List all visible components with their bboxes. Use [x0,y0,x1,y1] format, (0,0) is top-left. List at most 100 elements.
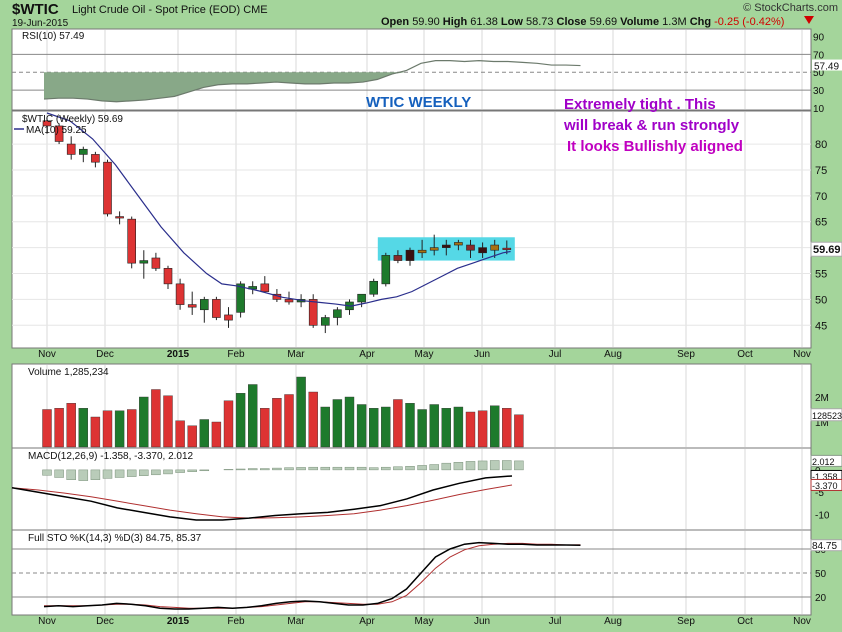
macd-histogram-bar [54,469,64,478]
x-axis-label: Nov [793,616,811,627]
rsi-tick-label: 50 [813,68,825,79]
ma10-line [46,112,511,307]
x-axis-label: Mar [287,349,305,360]
volume-bar [441,408,451,448]
macd-histogram-bar [163,469,173,475]
rsi-tick-label: 70 [813,50,825,61]
price-tick-label: 55 [815,269,827,281]
candle-body [54,125,64,142]
price-tick-label: 65 [815,217,827,229]
ma-legend: MA(10) 59.25 [26,125,87,136]
x-axis-label: 2015 [167,616,190,627]
macd-histogram-bar [284,467,294,471]
macd-histogram-bar [199,469,210,472]
x-axis-label: Mar [287,616,305,627]
candle-body [115,216,124,219]
volume-bar [381,406,391,448]
price-current-label: 59.69 [813,244,841,256]
volume-bar [187,425,197,448]
chart-date: 19-Jun-2015 [12,18,69,29]
x-axis-label: May [415,349,434,360]
macd-value-label: -3.370 [812,481,838,491]
candle-body [466,244,475,251]
volume-bar [477,410,488,448]
candle-body [224,314,233,321]
volume-bar [163,395,173,448]
volume-bar [369,408,379,448]
volume-bar [90,416,101,448]
ohlc-summary: Open 59.90 High 61.38 Low 58.73 Close 59… [381,16,784,28]
macd-histogram-bar [489,460,500,471]
volume-bar [102,410,113,448]
volume-bar [151,389,161,448]
candle-body [91,154,100,163]
volume-value: 1.3M [662,16,687,28]
down-arrow-icon [804,16,814,24]
macd-panel [11,447,812,531]
volume-bar [453,406,464,448]
x-axis-label: Feb [227,616,245,627]
exchange-label: CME [243,4,268,16]
volume-bar [332,399,343,448]
x-axis-label: May [415,616,434,627]
candle-body [393,255,403,261]
volume-bar [78,408,89,448]
volume-bar [247,384,258,448]
sto-k-line [43,541,581,610]
volume-bar [139,396,149,448]
x-axis-label: Apr [359,616,375,627]
volume-bar [235,393,246,448]
open-label: Open [381,16,410,28]
price-tick-label: 70 [815,191,827,203]
brand-logo[interactable]: © StockCharts.com [743,2,838,14]
rsi-line [43,60,581,103]
volume-bar [502,408,512,448]
open-value: 59.90 [412,16,440,28]
macd-tick-label: -10 [815,511,830,522]
candle-body [66,143,76,155]
annotation-line-3: It looks Bullishly aligned [567,138,743,155]
volume-bar [126,409,137,448]
annotation-weekly: WTIC WEEKLY [366,94,471,111]
x-axis-label: 2015 [167,349,190,360]
volume-tick-label: 2M [815,393,829,404]
macd-histogram-bar [78,469,89,481]
macd-value-label: 2.012 [812,457,835,467]
rsi-tick-label: 90 [813,32,825,43]
candle-body [163,268,173,285]
volume-bar [320,406,330,448]
candle-body [320,317,330,326]
candle-body [454,242,463,246]
volume-bar [272,398,282,448]
macd-histogram-bar [344,466,355,471]
close-value: 59.69 [589,16,618,28]
rsi-current-label: 57.49 [814,62,839,73]
candle-body [429,247,439,251]
volume-current-label: 1285234 [812,411,842,421]
volume-bar [66,403,76,448]
candle-body [478,247,487,254]
high-value: 61.38 [470,16,498,28]
candle-body [284,299,294,303]
sto-tick-label: 50 [815,569,827,580]
macd-histogram-bar [151,469,161,476]
high-label: High [442,16,468,28]
volume-bar [54,408,64,448]
macd-histogram-bar [477,460,488,471]
x-axis-label: Nov [793,349,811,360]
macd-histogram-bar [308,466,318,471]
volume-bar [356,404,367,448]
candle-body [490,244,500,251]
volume-bar [211,421,222,448]
macd-value-label: -1.358 [812,472,838,482]
chg-value: -0.25 (-0.42%) [714,16,785,28]
rsi-fill-area [44,72,581,102]
macd-histogram-bar [514,460,524,471]
x-axis-label: Sep [677,349,695,360]
volume-bar [429,404,439,448]
macd-histogram-bar [368,467,379,471]
volume-bar [42,409,52,448]
x-axis-label: Jun [474,349,490,360]
macd-histogram-bar [42,469,52,476]
